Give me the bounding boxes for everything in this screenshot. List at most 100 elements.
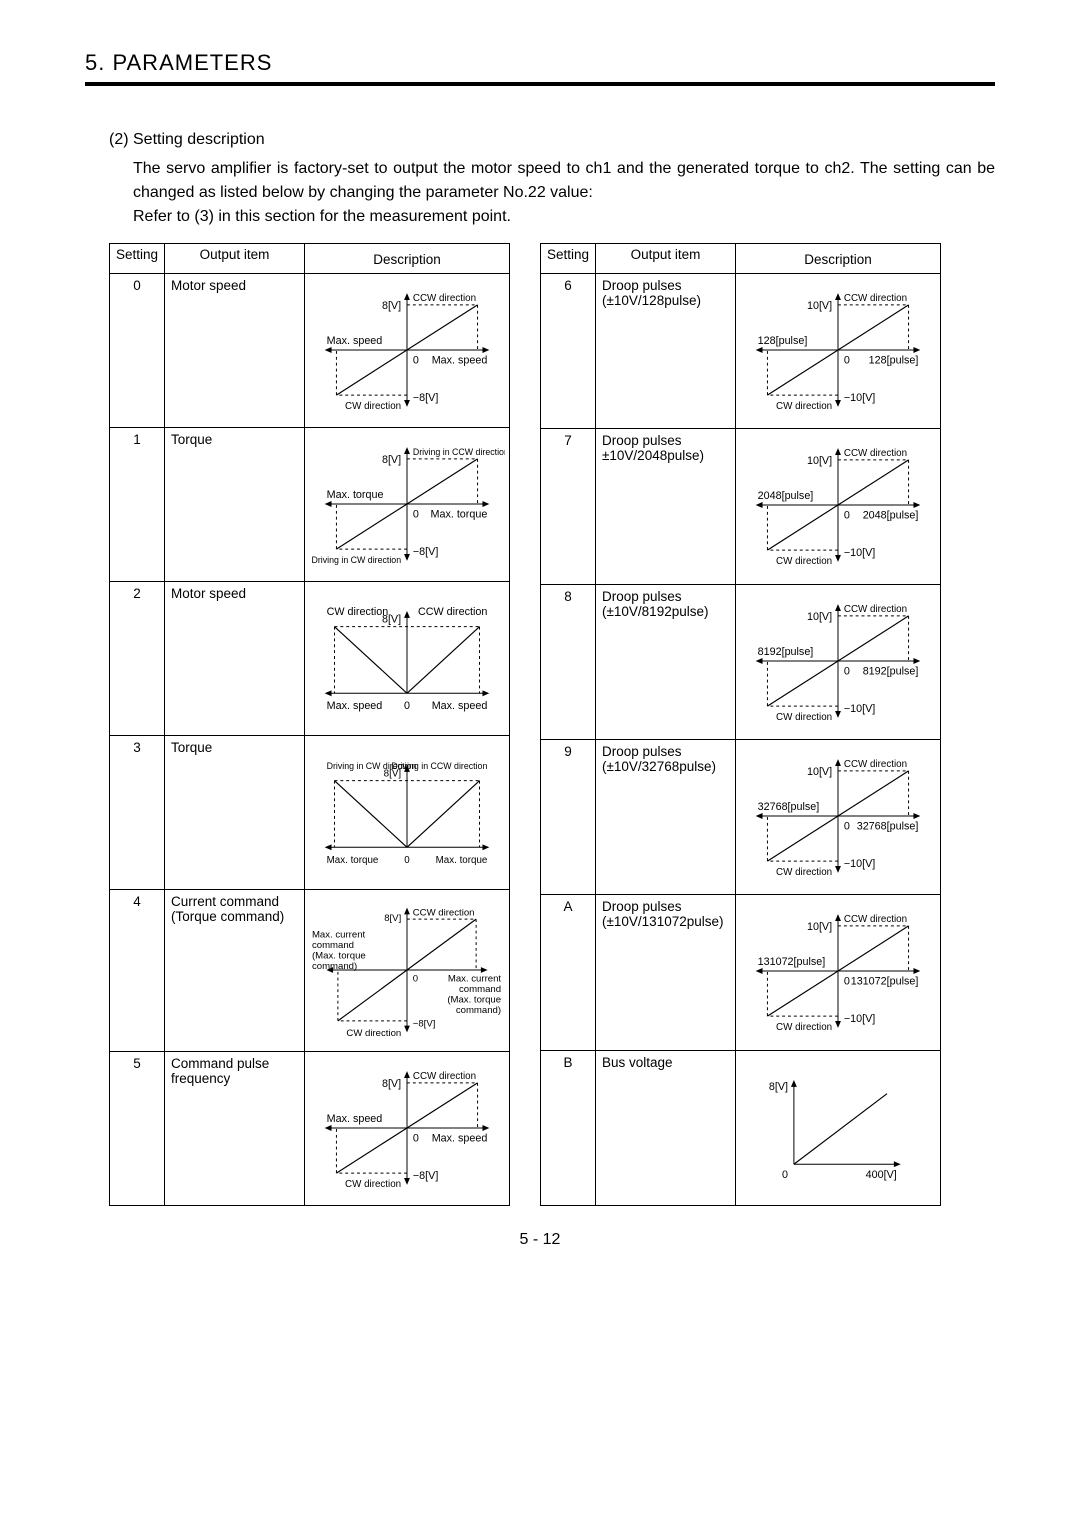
- cell-setting: 9: [541, 739, 596, 894]
- chapter-title: 5. PARAMETERS: [85, 50, 995, 86]
- intro-line-1: The servo amplifier is factory-set to ou…: [133, 160, 995, 201]
- cell-output: Droop pulses(±10V/32768pulse): [596, 739, 736, 894]
- table-row: 2 Motor speed 8[V] CW direction CCW dire…: [110, 582, 510, 736]
- cell-setting: 8: [541, 584, 596, 739]
- svg-text:CW direction: CW direction: [346, 1028, 401, 1039]
- svg-text:CCW direction: CCW direction: [844, 293, 907, 304]
- svg-text:Max. speed: Max. speed: [327, 335, 383, 347]
- cell-setting: 7: [541, 429, 596, 584]
- th-desc: Description: [305, 244, 510, 274]
- diagram-bipolar: 10[V] CCW direction −10[V] CW direction …: [740, 593, 936, 729]
- svg-text:(Max. torque: (Max. torque: [312, 950, 366, 961]
- cell-desc: 10[V] CCW direction −10[V] CW direction …: [736, 895, 941, 1050]
- svg-text:128[pulse]: 128[pulse]: [869, 355, 919, 367]
- cell-output: Bus voltage: [596, 1050, 736, 1205]
- svg-text:Max. speed: Max. speed: [327, 1113, 383, 1125]
- th-output: Output item: [165, 244, 305, 274]
- svg-text:0: 0: [782, 1169, 788, 1181]
- svg-text:131072[pulse]: 131072[pulse]: [851, 976, 919, 988]
- cell-output: Command pulse frequency: [165, 1052, 305, 1206]
- svg-text:Max. speed: Max. speed: [432, 700, 488, 712]
- svg-text:2048[pulse]: 2048[pulse]: [758, 490, 814, 502]
- table-row: A Droop pulses(±10V/131072pulse) 10[V] C…: [541, 895, 941, 1050]
- table-row: 0 Motor speed 8[V] CCW direction −8[V] C…: [110, 274, 510, 428]
- svg-text:−8[V]: −8[V]: [413, 392, 438, 404]
- th-output: Output item: [596, 244, 736, 274]
- svg-text:−10[V]: −10[V]: [844, 858, 875, 870]
- subsection-title: (2) Setting description: [109, 131, 995, 149]
- svg-text:0: 0: [413, 355, 419, 367]
- svg-text:10[V]: 10[V]: [807, 766, 832, 778]
- svg-text:−10[V]: −10[V]: [844, 703, 875, 715]
- svg-text:128[pulse]: 128[pulse]: [758, 335, 808, 347]
- svg-text:Max. torque: Max. torque: [327, 855, 379, 866]
- page-footer: 5 - 12: [85, 1231, 995, 1249]
- svg-text:Max. current: Max. current: [312, 929, 366, 940]
- svg-text:0: 0: [844, 510, 850, 522]
- cell-desc: 10[V] CCW direction −10[V] CW direction …: [736, 429, 941, 584]
- settings-table-right: Setting Output item Description 6 Droop …: [540, 243, 941, 1206]
- svg-text:0: 0: [413, 1133, 419, 1145]
- table-row: 8 Droop pulses(±10V/8192pulse) 10[V] CCW…: [541, 584, 941, 739]
- svg-text:CW direction: CW direction: [345, 401, 401, 412]
- diagram-bipolar: 8[V] Driving in CCW direction −8[V] Driv…: [309, 436, 505, 572]
- svg-text:CCW direction: CCW direction: [413, 907, 475, 918]
- cell-output: Current command(Torque command): [165, 890, 305, 1052]
- svg-text:8[V]: 8[V]: [382, 454, 401, 466]
- cell-setting: A: [541, 895, 596, 1050]
- svg-text:command: command: [459, 984, 501, 995]
- svg-text:Driving in CW direction: Driving in CW direction: [311, 555, 401, 565]
- th-setting: Setting: [110, 244, 165, 274]
- diagram-bipolar: 10[V] CCW direction −10[V] CW direction …: [740, 282, 936, 418]
- cell-desc: 8[V] CCW direction −8[V] CW direction Ma…: [305, 890, 510, 1052]
- cell-desc: 8[V] 0 400[V]: [736, 1050, 941, 1205]
- cell-desc: 8[V] CCW direction −8[V] CW direction Ma…: [305, 274, 510, 428]
- svg-text:Max. speed: Max. speed: [432, 355, 488, 367]
- cell-output: Droop pulses(±10V/131072pulse): [596, 895, 736, 1050]
- svg-text:0: 0: [404, 700, 410, 712]
- svg-text:CCW direction: CCW direction: [413, 293, 476, 304]
- cell-output: Droop pulses(±10V/8192pulse): [596, 584, 736, 739]
- subsection: (2) Setting description The servo amplif…: [85, 131, 995, 1206]
- svg-text:−10[V]: −10[V]: [844, 392, 875, 404]
- svg-text:Max. torque: Max. torque: [431, 509, 488, 521]
- cell-desc: 8[V] Driving in CCW direction −8[V] Driv…: [305, 428, 510, 582]
- cell-output: Droop pulses(±10V/128pulse): [596, 274, 736, 429]
- settings-table-left: Setting Output item Description 0 Motor …: [109, 243, 510, 1206]
- cell-desc: 8[V] Driving in CW direction Driving in …: [305, 736, 510, 890]
- cell-setting: 5: [110, 1052, 165, 1206]
- svg-text:Max. torque: Max. torque: [436, 855, 488, 866]
- svg-text:CW direction: CW direction: [776, 401, 832, 412]
- svg-text:CW direction: CW direction: [776, 1022, 832, 1033]
- svg-text:0: 0: [844, 976, 850, 988]
- svg-text:−8[V]: −8[V]: [413, 1170, 438, 1182]
- svg-text:command: command: [312, 940, 354, 951]
- table-row: 7 Droop pulses ±10V/2048pulse) 10[V] CCW…: [541, 429, 941, 584]
- svg-text:CCW direction: CCW direction: [844, 914, 907, 925]
- th-setting: Setting: [541, 244, 596, 274]
- table-row: B Bus voltage 8[V] 0 400[V]: [541, 1050, 941, 1205]
- svg-text:command): command): [456, 1005, 501, 1016]
- svg-text:131072[pulse]: 131072[pulse]: [758, 956, 826, 968]
- cell-desc: 10[V] CCW direction −10[V] CW direction …: [736, 739, 941, 894]
- intro-paragraph: The servo amplifier is factory-set to ou…: [109, 157, 995, 229]
- svg-text:Max. speed: Max. speed: [432, 1133, 488, 1145]
- th-desc: Description: [736, 244, 941, 274]
- svg-text:2048[pulse]: 2048[pulse]: [863, 510, 919, 522]
- table-row: 9 Droop pulses(±10V/32768pulse) 10[V] CC…: [541, 739, 941, 894]
- table-row: 6 Droop pulses(±10V/128pulse) 10[V] CCW …: [541, 274, 941, 429]
- svg-text:Max. speed: Max. speed: [327, 700, 383, 712]
- cell-setting: 1: [110, 428, 165, 582]
- svg-text:CW direction: CW direction: [327, 606, 389, 618]
- svg-text:Driving in CCW direction: Driving in CCW direction: [413, 447, 505, 457]
- svg-text:32768[pulse]: 32768[pulse]: [758, 801, 820, 813]
- cell-desc: 8[V] CW direction CCW direction Max. spe…: [305, 582, 510, 736]
- diagram-bipolar: 10[V] CCW direction −10[V] CW direction …: [740, 903, 936, 1039]
- table-row: 4 Current command(Torque command) 8[V] C…: [110, 890, 510, 1052]
- svg-text:−10[V]: −10[V]: [844, 1013, 875, 1025]
- svg-text:400[V]: 400[V]: [866, 1169, 897, 1181]
- svg-text:CCW direction: CCW direction: [844, 604, 907, 615]
- svg-text:0: 0: [413, 509, 419, 521]
- svg-text:−8[V]: −8[V]: [413, 1019, 436, 1030]
- svg-text:10[V]: 10[V]: [807, 455, 832, 467]
